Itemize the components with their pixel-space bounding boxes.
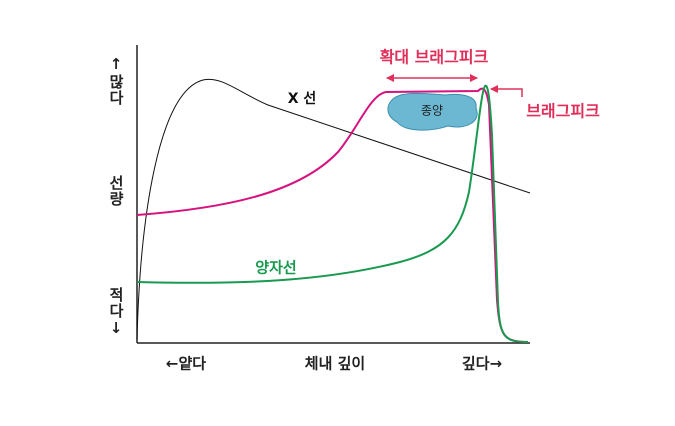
y-low-label: 적다↓	[107, 287, 125, 338]
proton-curve	[136, 84, 529, 343]
bragg-peak-label: 브래그피크	[526, 102, 600, 121]
y-high-label: ↑많다	[107, 55, 125, 106]
xray-curve	[136, 78, 531, 341]
x-deep-label: 깊다→	[462, 355, 502, 373]
sobp-label: 확대 브래그피크	[380, 48, 489, 67]
x-axis-label: 체내 깊이	[305, 355, 365, 373]
xray-label: X 선	[288, 91, 317, 107]
tumor	[387, 92, 478, 131]
y-axis-label: 선량	[107, 175, 125, 207]
x-shallow-label: ←얕다	[166, 355, 206, 373]
tumor-label: 종양	[421, 104, 443, 118]
bragg-peak-arrow	[490, 85, 523, 97]
proton-label: 양자선	[255, 259, 296, 277]
